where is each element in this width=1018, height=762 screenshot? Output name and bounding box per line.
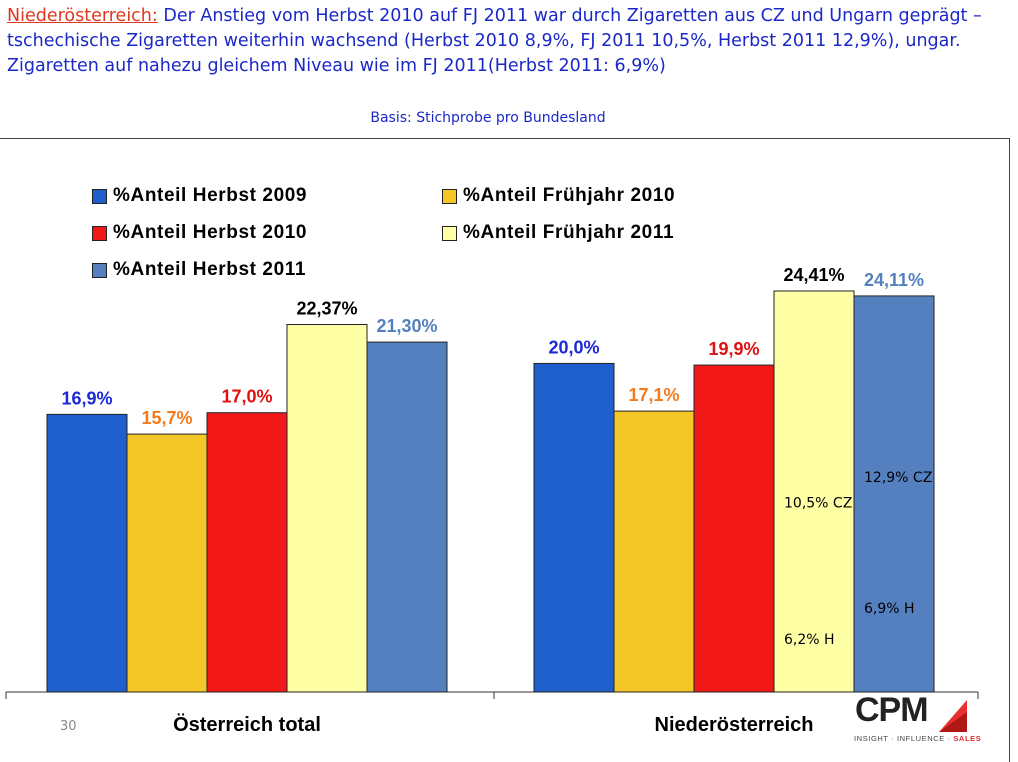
basis-note: Basis: Stichprobe pro Bundesland [370,110,606,126]
bar [206,412,288,693]
bar [286,324,368,693]
headline: Niederösterreich: Der Anstieg vom Herbst… [7,4,1012,79]
legend-swatch [92,188,107,204]
logo-tagline-part: INSIGHT · INFLUENCE · [854,734,954,743]
bar-annotation: 6,2% H [784,632,835,648]
page-number: 30 [60,719,77,734]
legend-swatch [442,225,457,241]
category-label: Niederösterreich [655,714,814,736]
logo-wordmark: CPM [855,691,929,729]
bar-annotation: 10,5% CZ [784,496,852,512]
data-label: 19,9% [708,339,759,359]
data-label: 17,0% [221,387,272,407]
legend-item-herbst-2010: %Anteil Herbst 2010 [92,222,307,244]
bar [533,362,615,693]
headline-text: Der Anstieg vom Herbst 2010 auf FJ 2011 … [7,6,982,76]
data-label: 21,30% [376,316,437,336]
legend-swatch [442,188,457,204]
legend-label: %Anteil Herbst 2011 [113,259,307,280]
data-label: 17,1% [628,385,679,405]
bar-annotation: 6,9% H [864,601,915,617]
legend-item-herbst-2011: %Anteil Herbst 2011 [92,259,306,281]
data-label: 20,0% [548,337,599,357]
legend-label: %Anteil Herbst 2009 [113,185,308,206]
chart-frame [0,138,1010,762]
bar [126,433,208,693]
legend-label: %Anteil Herbst 2010 [113,222,308,243]
data-label: 22,37% [296,299,357,319]
headline-region: Niederösterreich: [7,6,158,26]
chart-legend: %Anteil Herbst 2009 %Anteil Frühjahr 201… [92,185,732,295]
legend-label: %Anteil Frühjahr 2011 [463,222,675,243]
bar [613,410,695,693]
legend-item-herbst-2009: %Anteil Herbst 2009 [92,185,307,207]
data-label: 24,41% [783,265,844,285]
bar [46,413,128,693]
legend-item-fruehjahr-2011: %Anteil Frühjahr 2011 [442,222,674,244]
legend-label: %Anteil Frühjahr 2010 [463,185,676,206]
legend-swatch [92,262,107,278]
data-label: 15,7% [141,408,192,428]
bar [853,295,935,693]
logo-swoosh-icon [939,700,967,732]
bar-annotation: 12,9% CZ [864,470,932,486]
category-label: Österreich total [173,713,321,736]
data-label: 24,11% [864,270,924,290]
logo-tagline-sales: SALES [953,734,982,743]
logo-tagline: INSIGHT · INFLUENCE · SALES [854,734,981,743]
bar [693,364,775,693]
bar [773,290,855,693]
legend-item-fruehjahr-2010: %Anteil Frühjahr 2010 [442,185,675,207]
legend-swatch [92,225,107,241]
data-label: 16,9% [61,388,112,408]
cpm-logo: CPM INSIGHT · INFLUENCE · SALES [852,690,981,754]
bar [366,341,448,693]
